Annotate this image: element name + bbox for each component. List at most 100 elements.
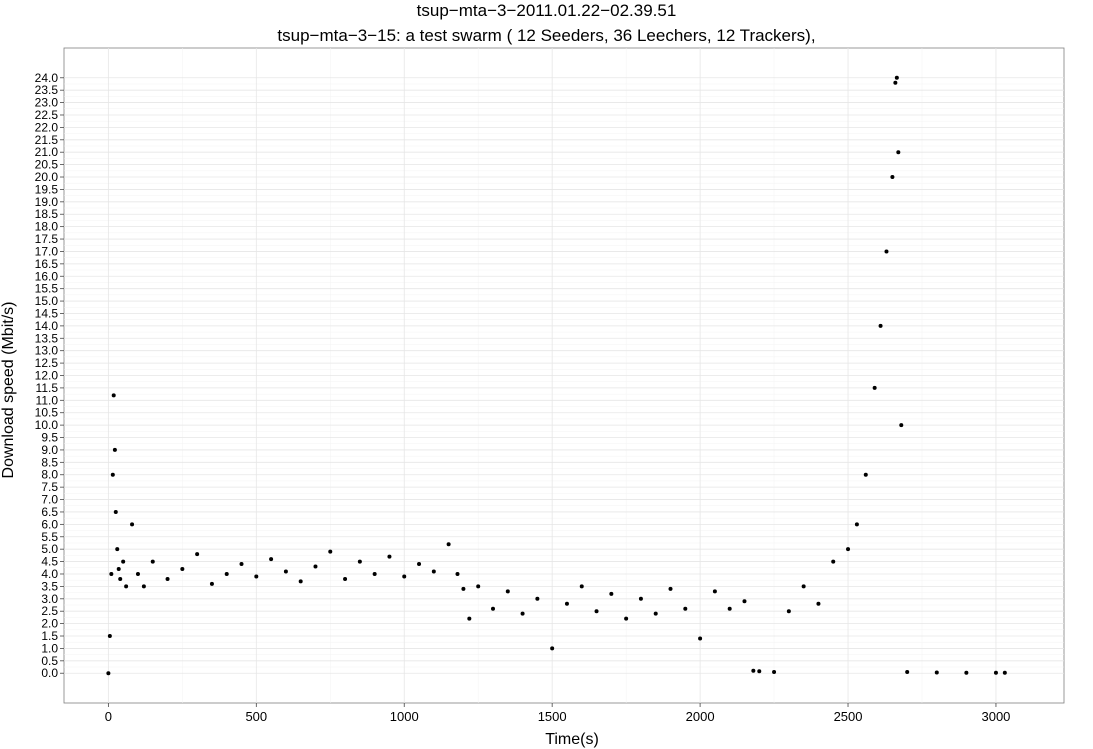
data-point xyxy=(846,547,851,552)
data-point xyxy=(254,574,259,579)
y-tick-label: 7.0 xyxy=(41,493,58,507)
data-point xyxy=(727,606,732,611)
data-point xyxy=(993,670,998,675)
data-point xyxy=(402,574,407,579)
data-point xyxy=(742,599,747,604)
y-tick-label: 2.5 xyxy=(41,604,58,618)
y-tick-label: 23.0 xyxy=(35,96,59,110)
data-point xyxy=(180,567,185,572)
y-axis-label: Download speed (Mbit/s) xyxy=(0,302,17,479)
data-point xyxy=(417,562,422,567)
data-point xyxy=(476,584,481,589)
x-axis-label: Time(s) xyxy=(545,731,599,748)
y-tick-label: 3.5 xyxy=(41,579,58,593)
data-point xyxy=(115,547,120,552)
data-point xyxy=(124,584,129,589)
data-point xyxy=(893,80,898,85)
x-tick-label: 2500 xyxy=(834,709,863,724)
data-point xyxy=(461,586,466,591)
y-tick-label: 20.0 xyxy=(35,170,59,184)
x-axis-ticks: 0 500 1000 1500 2000 2500 3000 xyxy=(105,703,1010,724)
y-tick-label: 17.5 xyxy=(35,232,59,246)
data-point xyxy=(135,571,140,576)
y-tick-label: 1.5 xyxy=(41,629,58,643)
data-point xyxy=(831,559,836,564)
y-tick-label: 9.0 xyxy=(41,443,58,457)
x-tick-label: 500 xyxy=(245,709,267,724)
data-point xyxy=(854,522,859,527)
y-tick-label: 11.0 xyxy=(36,393,59,407)
y-tick-label: 24.0 xyxy=(35,71,59,85)
data-point xyxy=(683,606,688,611)
y-tick-label: 9.5 xyxy=(41,431,58,445)
data-point xyxy=(141,584,146,589)
data-point xyxy=(896,150,901,155)
data-point xyxy=(712,589,717,594)
data-point xyxy=(387,554,392,559)
data-point xyxy=(505,589,510,594)
data-point xyxy=(328,549,333,554)
y-tick-label: 11.5 xyxy=(36,381,59,395)
x-tick-label: 1500 xyxy=(538,709,567,724)
data-point xyxy=(609,591,614,596)
data-point xyxy=(455,571,460,576)
y-tick-label: 2.0 xyxy=(41,617,58,631)
data-point xyxy=(816,601,821,606)
data-point xyxy=(801,584,806,589)
data-point xyxy=(298,579,303,584)
y-tick-label: 3.0 xyxy=(41,592,58,606)
data-point xyxy=(121,559,126,564)
y-tick-label: 13.0 xyxy=(35,344,59,358)
chart-title: tsup−mta−3−2011.01.22−02.39.51 xyxy=(416,1,677,20)
data-point xyxy=(535,596,540,601)
y-tick-label: 19.0 xyxy=(35,195,59,209)
data-point xyxy=(130,522,135,527)
data-point xyxy=(109,571,114,576)
y-tick-label: 13.5 xyxy=(35,331,59,345)
data-point xyxy=(894,75,899,80)
y-tick-label: 7.5 xyxy=(41,480,58,494)
data-point xyxy=(899,423,904,428)
y-tick-label: 5.5 xyxy=(41,530,58,544)
data-point xyxy=(772,669,777,674)
y-tick-label: 0.5 xyxy=(41,654,58,668)
data-point xyxy=(357,559,362,564)
data-point xyxy=(878,323,883,328)
data-point xyxy=(668,586,673,591)
y-tick-label: 6.0 xyxy=(41,517,58,531)
y-axis-ticks: 0.00.51.01.52.02.53.03.54.04.55.05.56.06… xyxy=(35,71,64,680)
data-point xyxy=(905,669,910,674)
y-tick-label: 14.0 xyxy=(35,319,59,333)
y-tick-label: 4.5 xyxy=(41,555,58,569)
data-point xyxy=(786,609,791,614)
data-point xyxy=(520,611,525,616)
y-tick-label: 10.5 xyxy=(35,406,59,420)
data-point xyxy=(431,569,436,574)
x-tick-label: 2000 xyxy=(686,709,715,724)
data-point xyxy=(113,509,118,514)
x-tick-label: 1000 xyxy=(390,709,419,724)
data-point xyxy=(490,606,495,611)
data-point xyxy=(107,634,112,639)
data-point xyxy=(116,567,121,572)
data-point xyxy=(269,557,274,562)
data-point xyxy=(195,552,200,557)
y-tick-label: 6.5 xyxy=(41,505,58,519)
y-tick-label: 23.5 xyxy=(35,83,59,97)
x-tick-label: 0 xyxy=(105,709,112,724)
data-point xyxy=(594,609,599,614)
data-point xyxy=(964,670,969,675)
y-tick-label: 0.0 xyxy=(41,666,58,680)
y-tick-label: 21.0 xyxy=(35,145,59,159)
data-point xyxy=(239,562,244,567)
data-point xyxy=(467,616,472,621)
data-point xyxy=(751,668,756,673)
data-point xyxy=(209,581,214,586)
y-tick-label: 12.0 xyxy=(35,369,59,383)
data-point xyxy=(372,571,377,576)
y-tick-label: 4.0 xyxy=(41,567,58,581)
data-point xyxy=(638,596,643,601)
data-point xyxy=(283,569,288,574)
data-point xyxy=(624,616,629,621)
